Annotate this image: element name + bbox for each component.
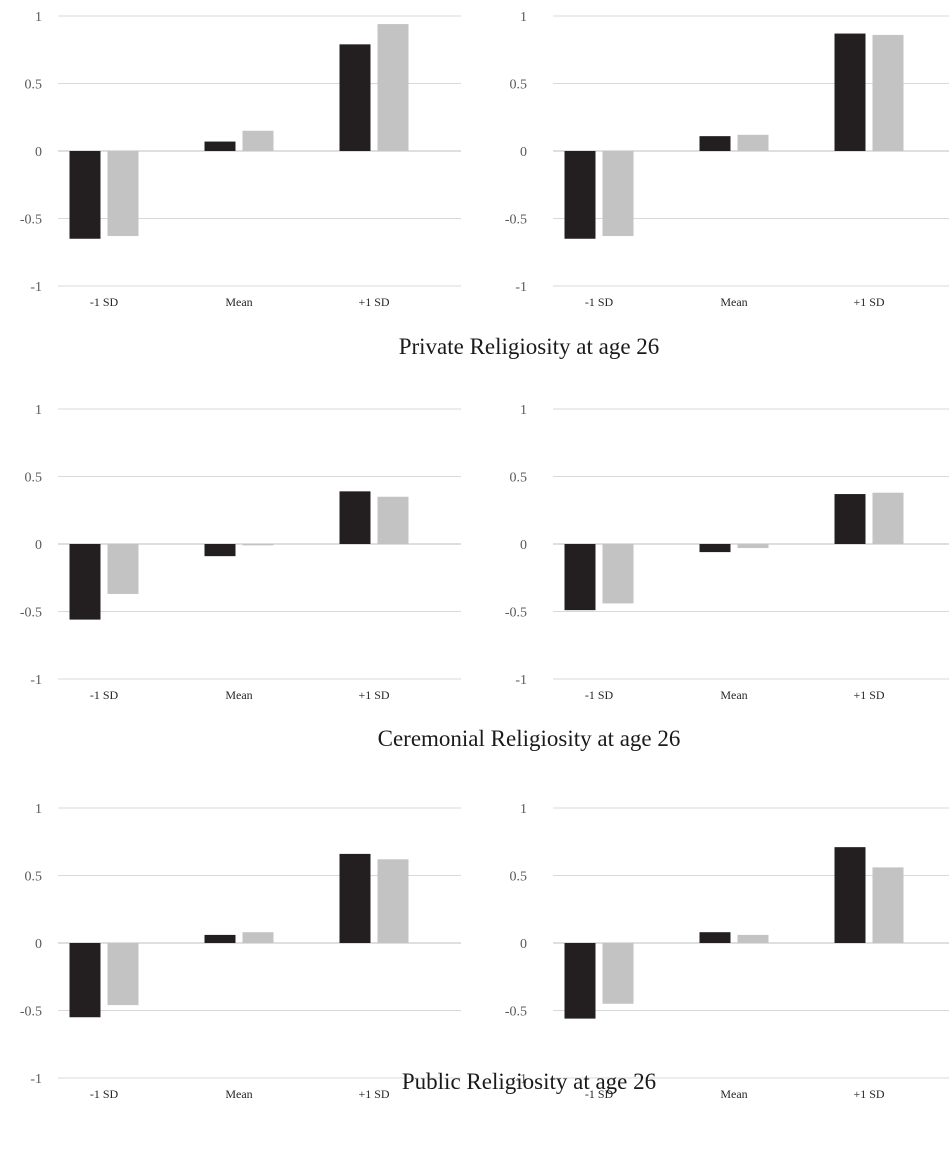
x-category-label: -1 SD <box>585 295 614 309</box>
y-tick-label: 0.5 <box>510 471 528 486</box>
bar-series-2-1sd <box>602 943 634 1004</box>
bar-series-1-mean <box>204 141 236 151</box>
bar-series-2-1sd <box>107 544 139 594</box>
bar-chart-6: 1 0.5 0 -0.5 -1 -1 SD Mean +1 SD <box>505 802 949 1101</box>
bar-series-1-mean <box>699 544 731 553</box>
x-category-label: +1 SD <box>358 295 389 309</box>
bar-chart-3: 1 0.5 0 -0.5 -1 -1 SD Mean +1 SD <box>20 403 461 702</box>
bar-series-1-1sd <box>564 151 596 239</box>
bar-chart-5: 1 0.5 0 -0.5 -1 -1 SD Mean +1 SD <box>20 802 461 1101</box>
y-tick-label: -1 <box>30 280 42 295</box>
y-tick-label: -0.5 <box>20 606 42 621</box>
row-title-3: Public Religiosity at age 26 <box>402 1069 656 1094</box>
bar-series-1-1sd <box>339 491 371 544</box>
bar-series-2-1sd <box>602 151 634 237</box>
x-category-label: Mean <box>225 1087 252 1101</box>
bar-series-1-1sd <box>834 494 866 544</box>
row-title-2: Ceremonial Religiosity at age 26 <box>378 726 681 751</box>
y-tick-label: 0 <box>520 145 527 160</box>
bar-series-2-1sd <box>377 859 409 943</box>
bar-series-2-mean <box>242 544 274 546</box>
bar-series-2-1sd <box>377 24 409 152</box>
y-tick-label: 0 <box>520 937 527 952</box>
row-title-1: Private Religiosity at age 26 <box>399 334 660 359</box>
y-tick-label: -0.5 <box>505 213 527 228</box>
bar-series-2-mean <box>737 934 769 943</box>
bar-series-2-1sd <box>107 151 139 237</box>
y-tick-label: -0.5 <box>505 1005 527 1020</box>
y-tick-label: -1 <box>515 280 527 295</box>
x-category-label: -1 SD <box>90 688 119 702</box>
bar-chart-1: 1 0.5 0 -0.5 -1 -1 SD Mean +1 SD <box>20 10 461 309</box>
x-category-label: Mean <box>720 295 747 309</box>
bar-series-2-1sd <box>107 943 139 1006</box>
x-category-label: -1 SD <box>585 1087 614 1101</box>
y-tick-label: 0.5 <box>510 78 528 93</box>
x-category-label: +1 SD <box>358 688 389 702</box>
y-tick-label: 0.5 <box>25 870 43 885</box>
bar-series-1-mean <box>699 932 731 943</box>
bar-series-2-mean <box>737 134 769 151</box>
y-tick-label: 0 <box>35 937 42 952</box>
bar-series-1-1sd <box>564 544 596 611</box>
bar-series-2-mean <box>737 544 769 549</box>
y-tick-label: 0.5 <box>25 78 43 93</box>
bar-series-1-mean <box>204 544 236 557</box>
bar-series-2-1sd <box>602 544 634 604</box>
y-tick-label: 0 <box>35 538 42 553</box>
x-category-label: -1 SD <box>90 295 119 309</box>
y-tick-label: -0.5 <box>505 606 527 621</box>
y-tick-label: 1 <box>520 10 527 25</box>
x-category-label: +1 SD <box>853 1087 884 1101</box>
bar-series-2-mean <box>242 932 274 943</box>
x-category-label: +1 SD <box>853 688 884 702</box>
bar-series-2-1sd <box>872 34 904 151</box>
x-category-label: Mean <box>225 688 252 702</box>
y-tick-label: 1 <box>35 802 42 817</box>
y-tick-label: -0.5 <box>20 1005 42 1020</box>
x-category-label: Mean <box>225 295 252 309</box>
y-tick-label: -1 <box>30 1072 42 1087</box>
y-tick-label: -1 <box>515 673 527 688</box>
bar-series-2-1sd <box>872 867 904 943</box>
y-tick-label: 1 <box>35 403 42 418</box>
bar-series-2-1sd <box>872 492 904 544</box>
bar-series-1-1sd <box>69 544 101 620</box>
y-tick-label: 1 <box>520 403 527 418</box>
bar-chart-2: 1 0.5 0 -0.5 -1 -1 SD Mean +1 SD <box>505 10 949 309</box>
x-category-label: +1 SD <box>853 295 884 309</box>
bar-series-1-mean <box>699 136 731 151</box>
y-tick-label: 1 <box>520 802 527 817</box>
bar-series-1-1sd <box>69 151 101 239</box>
bar-series-2-mean <box>242 130 274 151</box>
y-tick-label: -1 <box>30 673 42 688</box>
bar-series-1-1sd <box>339 44 371 151</box>
bar-series-1-1sd <box>339 853 371 943</box>
bar-series-1-1sd <box>834 847 866 943</box>
bar-series-1-1sd <box>564 943 596 1019</box>
x-category-label: -1 SD <box>90 1087 119 1101</box>
bar-series-1-1sd <box>69 943 101 1018</box>
x-category-label: -1 SD <box>585 688 614 702</box>
y-tick-label: 0 <box>35 145 42 160</box>
bar-chart-4: 1 0.5 0 -0.5 -1 -1 SD Mean +1 SD <box>505 403 949 702</box>
bar-series-1-1sd <box>834 33 866 151</box>
y-tick-label: 0.5 <box>25 471 43 486</box>
x-category-label: Mean <box>720 1087 747 1101</box>
y-tick-label: -1 <box>515 1072 527 1087</box>
x-category-label: +1 SD <box>358 1087 389 1101</box>
x-category-label: Mean <box>720 688 747 702</box>
y-tick-label: 0.5 <box>510 870 528 885</box>
y-tick-label: -0.5 <box>20 213 42 228</box>
bar-series-1-mean <box>204 934 236 943</box>
y-tick-label: 0 <box>520 538 527 553</box>
bar-series-2-1sd <box>377 496 409 544</box>
y-tick-label: 1 <box>35 10 42 25</box>
